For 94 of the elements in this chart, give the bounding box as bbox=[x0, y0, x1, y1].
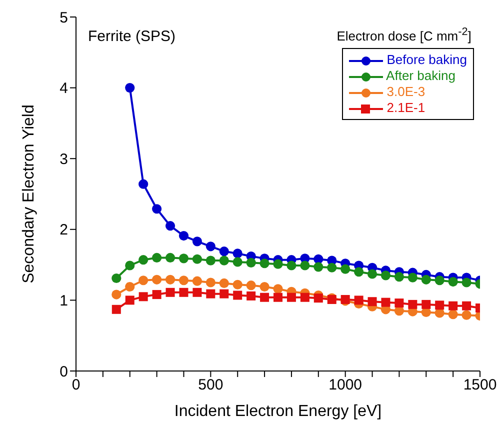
point bbox=[219, 246, 229, 256]
point bbox=[354, 296, 364, 305]
x-axis-title: Incident Electron Energy [eV] bbox=[174, 403, 382, 420]
point bbox=[368, 297, 377, 306]
x-tick-label: 500 bbox=[198, 376, 224, 394]
point bbox=[232, 248, 242, 258]
point bbox=[125, 260, 135, 270]
point bbox=[112, 290, 122, 300]
legend-label: Before baking bbox=[386, 52, 467, 68]
point bbox=[192, 276, 202, 286]
point bbox=[422, 300, 431, 309]
point bbox=[448, 301, 458, 310]
point bbox=[192, 254, 202, 264]
point bbox=[300, 260, 310, 270]
point bbox=[273, 259, 283, 269]
point bbox=[286, 260, 296, 270]
y-tick-label: 0 bbox=[60, 363, 68, 380]
point bbox=[165, 252, 176, 263]
point bbox=[260, 258, 270, 268]
point bbox=[367, 269, 378, 279]
point bbox=[380, 270, 391, 280]
legend-title: Electron dose [C mm$^{-2}$] bbox=[336, 26, 472, 44]
point bbox=[435, 300, 444, 310]
point bbox=[300, 292, 310, 302]
point bbox=[152, 290, 162, 300]
x-tick-label: 1000 bbox=[328, 376, 362, 394]
legend-label: 3.0E-3 bbox=[386, 84, 426, 100]
point bbox=[286, 292, 296, 302]
point bbox=[206, 256, 216, 266]
point bbox=[340, 264, 350, 274]
point bbox=[192, 288, 202, 297]
y-tick-label: 2 bbox=[60, 222, 68, 239]
x-tick-label: 0 bbox=[72, 376, 80, 394]
point bbox=[408, 300, 418, 309]
point bbox=[448, 276, 458, 287]
point bbox=[112, 304, 121, 314]
point bbox=[152, 252, 162, 263]
point bbox=[138, 292, 148, 302]
point bbox=[394, 298, 404, 308]
legend-label: 2.1E-1 bbox=[386, 100, 426, 116]
point bbox=[178, 276, 189, 286]
point bbox=[354, 267, 364, 277]
point bbox=[246, 280, 256, 290]
point bbox=[394, 272, 404, 282]
point bbox=[192, 236, 202, 246]
point bbox=[138, 179, 148, 189]
point bbox=[112, 273, 122, 284]
point bbox=[152, 274, 162, 284]
point bbox=[462, 310, 472, 320]
point bbox=[165, 221, 176, 231]
point bbox=[314, 294, 323, 303]
point bbox=[274, 292, 282, 302]
point bbox=[125, 83, 135, 93]
point bbox=[220, 289, 229, 298]
point bbox=[138, 276, 148, 286]
point bbox=[125, 296, 134, 305]
point bbox=[462, 301, 472, 310]
point bbox=[178, 254, 189, 264]
point bbox=[246, 291, 256, 300]
y-tick-label: 4 bbox=[60, 80, 68, 98]
point bbox=[327, 262, 337, 272]
point bbox=[219, 256, 229, 266]
point bbox=[260, 292, 270, 302]
annotation: Ferrite (SPS) bbox=[88, 28, 176, 45]
point bbox=[273, 284, 283, 294]
point bbox=[206, 242, 216, 252]
point bbox=[232, 257, 242, 267]
point bbox=[233, 290, 242, 300]
point bbox=[125, 282, 135, 292]
y-tick-label: 3 bbox=[60, 150, 68, 168]
point bbox=[381, 298, 390, 307]
point bbox=[314, 262, 324, 272]
point bbox=[260, 282, 270, 292]
y-tick-label: 5 bbox=[60, 9, 68, 26]
point bbox=[152, 204, 162, 214]
point bbox=[421, 274, 431, 284]
point bbox=[246, 258, 256, 268]
point bbox=[138, 255, 148, 265]
legend-label: After baking bbox=[385, 68, 456, 84]
point bbox=[206, 278, 216, 288]
point bbox=[434, 276, 444, 286]
point bbox=[166, 288, 175, 297]
point bbox=[219, 278, 229, 288]
point bbox=[206, 289, 216, 298]
point bbox=[462, 278, 472, 288]
point bbox=[179, 288, 188, 297]
y-axis-title: Secondary Electron Yield bbox=[20, 104, 38, 284]
point bbox=[165, 274, 176, 284]
point bbox=[448, 310, 458, 320]
y-tick-label: 1 bbox=[60, 292, 68, 310]
point bbox=[232, 280, 242, 290]
x-tick-label: 1500 bbox=[463, 376, 497, 394]
point bbox=[178, 230, 189, 241]
point bbox=[408, 272, 418, 282]
